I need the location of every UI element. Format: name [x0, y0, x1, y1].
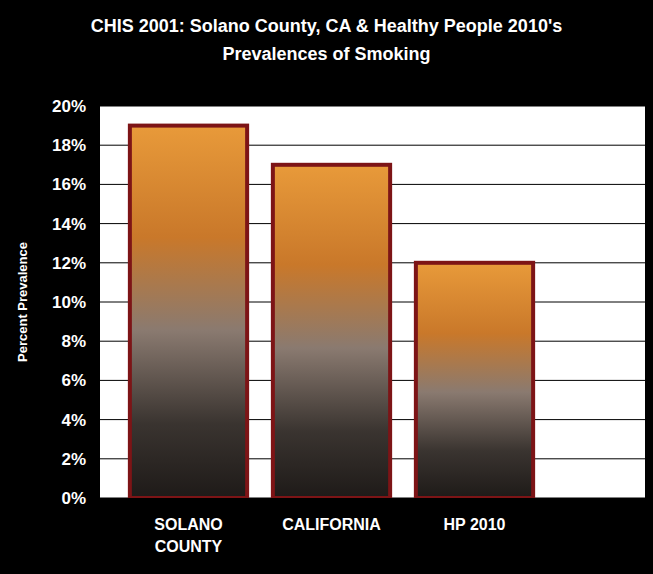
- y-axis-title: Percent Prevalence: [15, 242, 30, 362]
- category-line: SOLANO: [154, 516, 222, 533]
- category-label: SOLANO COUNTY: [154, 516, 222, 555]
- title-line: CHIS 2001: Solano County, CA & Healthy P…: [91, 16, 562, 36]
- tick-label: 10%: [52, 293, 86, 312]
- bars: [130, 126, 533, 498]
- tick-label: 0%: [61, 489, 86, 508]
- tick-label: 2%: [61, 450, 86, 469]
- grid-line: [100, 106, 645, 107]
- tick-label: 14%: [52, 215, 86, 234]
- category-line: COUNTY: [155, 538, 223, 555]
- title-line: Prevalences of Smoking: [222, 44, 430, 64]
- tick-label: 16%: [52, 175, 86, 194]
- bar: [416, 263, 533, 498]
- background: [0, 0, 653, 574]
- title: CHIS 2001: Solano County, CA & Healthy P…: [91, 16, 562, 64]
- category-label: CALIFORNIA: [282, 516, 381, 533]
- tick-label: 8%: [61, 332, 86, 351]
- plot-area: [100, 106, 645, 498]
- tick-label: 18%: [52, 136, 86, 155]
- chart: CHIS 2001: Solano County, CA & Healthy P…: [0, 0, 653, 574]
- tick-label: 20%: [52, 97, 86, 116]
- bar: [130, 126, 247, 498]
- tick-label: 4%: [61, 411, 86, 430]
- tick-label: 12%: [52, 254, 86, 273]
- tick-label: 6%: [61, 371, 86, 390]
- bar: [273, 165, 390, 498]
- category-label: HP 2010: [444, 516, 506, 533]
